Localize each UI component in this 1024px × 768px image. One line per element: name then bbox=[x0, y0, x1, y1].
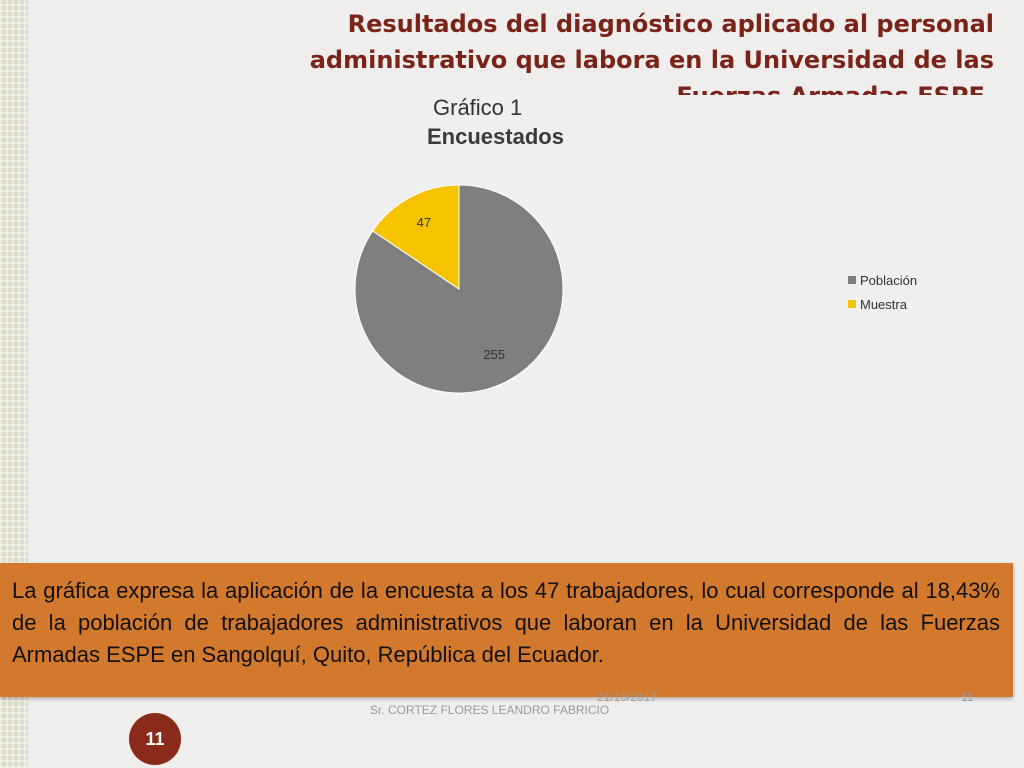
slide-title-line: administrativo que labora en la Universi… bbox=[309, 46, 994, 74]
footer-author: Sr. CORTEZ FLORES LEANDRO FABRICIO bbox=[370, 703, 610, 717]
pie-slice-muestra bbox=[372, 184, 460, 290]
caption-text: La gráfica expresa la aplicación de la e… bbox=[12, 578, 1000, 667]
legend-item-muestra: Muestra bbox=[848, 292, 917, 316]
chart-subtitle: Gráfico 1 bbox=[433, 95, 523, 120]
page-number-badge: 11 bbox=[129, 713, 181, 765]
footer-page-number: 11 bbox=[961, 690, 974, 704]
data-label-poblacion: 255 bbox=[483, 347, 505, 362]
legend-label: Muestra bbox=[860, 296, 907, 312]
slide-title-line: Resultados del diagnóstico aplicado al p… bbox=[347, 10, 994, 38]
caption-box: La gráfica expresa la aplicación de la e… bbox=[0, 563, 1013, 697]
legend-item-poblacion: Población bbox=[848, 268, 917, 292]
legend-swatch-muestra bbox=[848, 300, 856, 308]
chart-legend: Población Muestra bbox=[848, 268, 917, 316]
legend-swatch-poblacion bbox=[848, 276, 856, 284]
chart-title: Encuestados bbox=[427, 124, 564, 149]
legend-label: Población bbox=[860, 272, 918, 288]
data-label-muestra: 47 bbox=[417, 215, 431, 230]
footer-date: 21/10/2017 bbox=[597, 690, 658, 704]
